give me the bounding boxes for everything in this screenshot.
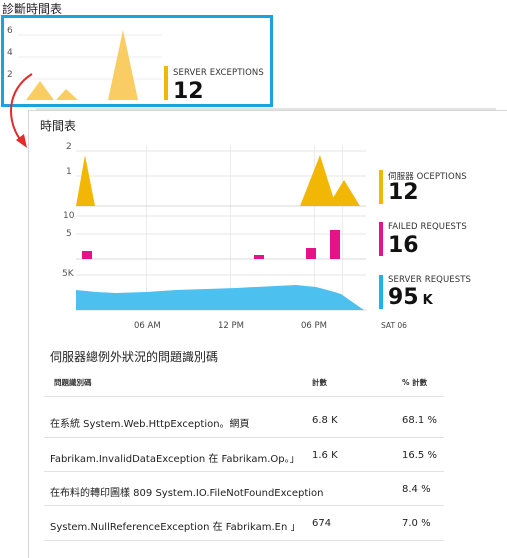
exceptions-value: 12 (388, 180, 419, 205)
grid-line-06am (146, 145, 147, 310)
chart1-y-tick-1: 1 (66, 167, 72, 177)
chart1-y-tick-2: 2 (66, 142, 72, 152)
row-problem: System.NullReferenceException 在 Fabrikam… (50, 522, 301, 533)
tile-spike-2 (56, 89, 78, 100)
column-header-count[interactable]: 計數 (312, 378, 327, 387)
exceptions-spike-2 (300, 155, 336, 206)
failed-bar-3 (306, 248, 316, 259)
tile-exceptions-chart (18, 30, 162, 100)
chart2-y-tick-10: 10 (63, 211, 75, 221)
row-problem: 在系統 System.Web.HttpException。網頁 (50, 419, 250, 430)
exceptions-spike-3 (328, 180, 360, 206)
row-problem: 在布料的轉印圖樣 809 System.IO.FileNotFoundExcep… (50, 488, 324, 499)
grid-line-sat06 (342, 145, 343, 310)
x-label-sat06: SAT 06 (381, 321, 407, 330)
table-row[interactable]: 在布料的轉印圖樣 809 System.IO.FileNotFoundExcep… (44, 472, 444, 506)
failed-bar-2 (254, 255, 264, 259)
chart2-y-tick-5: 5 (66, 229, 72, 239)
chart3-y-tick-5k: 5K (62, 269, 74, 279)
server-requests-area (76, 285, 364, 310)
row-pct: 8.4 % (402, 484, 431, 495)
tile-metric-color-bar (164, 66, 168, 100)
row-pct: 16.5 % (402, 450, 437, 461)
row-count: 6.8 K (312, 415, 338, 426)
row-divider (44, 540, 444, 541)
tile-metric-value: 12 (173, 79, 204, 104)
row-divider (44, 471, 444, 472)
grid-line-06pm (314, 145, 315, 310)
tile-y-tick-4: 4 (7, 48, 13, 58)
x-label-12pm: 12 PM (218, 321, 244, 331)
failed-requests-chart[interactable] (76, 210, 368, 260)
exceptions-spike-1 (76, 155, 95, 206)
column-header-pct[interactable]: % 計數 (402, 378, 428, 387)
timeline-blade (28, 110, 507, 558)
table-row[interactable]: Fabrikam.InvalidDataException 在 Fabrikam… (44, 438, 444, 472)
x-label-06pm: 06 PM (301, 321, 327, 331)
tile-y-tick-6: 6 (7, 26, 13, 36)
failed-bar-1 (82, 251, 92, 259)
failed-requests-label: FAILED REQUESTS (388, 222, 467, 232)
x-label-06am: 06 AM (134, 321, 161, 331)
column-header-problem-id[interactable]: 問題識別碼 (54, 378, 92, 387)
table-row[interactable]: System.NullReferenceException 在 Fabrikam… (44, 506, 444, 540)
failed-requests-value: 16 (388, 233, 419, 258)
row-pct: 7.0 % (402, 518, 431, 529)
server-requests-chart[interactable] (76, 263, 368, 311)
failed-requests-color-bar (379, 222, 383, 256)
tile-title: 診斷時間表 (2, 2, 63, 16)
grid-line-12pm (230, 145, 231, 310)
server-requests-color-bar (379, 275, 383, 309)
table-row[interactable]: 在系統 System.Web.HttpException。網頁 6.8 K 68… (44, 404, 444, 438)
exceptions-color-bar (379, 170, 383, 204)
header-divider (44, 396, 444, 397)
row-pct: 68.1 % (402, 415, 437, 426)
tile-spike-3 (108, 30, 138, 100)
row-divider (44, 437, 444, 438)
server-requests-label: SERVER REQUESTS (388, 275, 472, 285)
server-requests-unit: K (422, 293, 433, 308)
row-count: 1.6 K (312, 450, 338, 461)
tile-metric-label: SERVER EXCEPTIONS (173, 68, 264, 78)
exceptions-chart[interactable] (76, 143, 368, 207)
row-problem: Fabrikam.InvalidDataException 在 Fabrikam… (50, 454, 300, 465)
server-requests-value: 95 (388, 285, 419, 310)
problem-ids-title: 伺服器總例外狀況的問題識別碼 (50, 350, 219, 364)
tile-y-tick-2: 2 (7, 70, 13, 80)
tile-spike-1 (26, 81, 54, 100)
row-divider (44, 505, 444, 506)
row-count: 674 (312, 518, 332, 529)
blade-title: 時間表 (40, 119, 77, 133)
drill-down-arrow-icon (10, 73, 33, 148)
exceptions-label: 伺服器 OCEPTIONS (388, 172, 467, 182)
diagnostics-timeline-tile[interactable]: 6 4 2 SERVER EXCEPTIONS 12 (1, 15, 273, 107)
failed-bar-4 (330, 230, 340, 259)
server-requests-value-wrap: 95 K (388, 285, 433, 310)
